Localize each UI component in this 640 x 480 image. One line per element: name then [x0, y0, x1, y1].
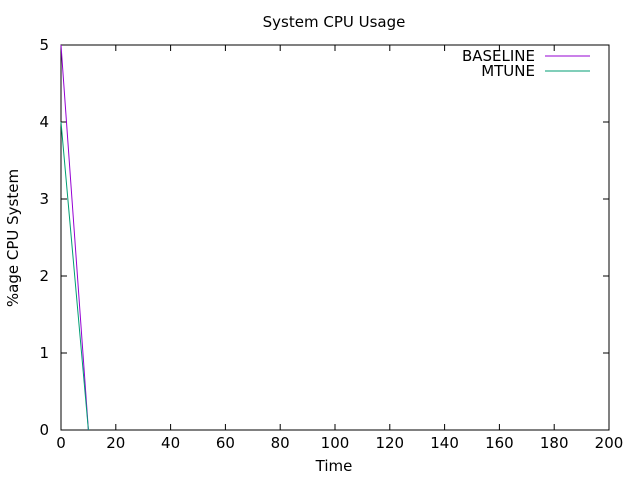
y-tick-label: 3 [39, 190, 49, 208]
y-tick-label: 2 [39, 267, 49, 285]
x-tick-label: 0 [56, 434, 66, 452]
y-tick-label: 4 [39, 113, 49, 131]
series-line-mtune [60, 121, 89, 431]
series-line-baseline [60, 44, 89, 431]
x-tick-label: 60 [216, 434, 235, 452]
x-tick-label: 180 [540, 434, 569, 452]
axis-ticks [60, 44, 610, 431]
x-tick-label: 40 [161, 434, 180, 452]
plot-area-frame [60, 44, 610, 431]
y-tick-label: 0 [39, 421, 49, 439]
y-axis-label: %age CPU System [4, 169, 22, 307]
axis-tick-labels: 0 20 40 60 80 100 120 140 160 180 200 0 1 2 3 4 5 [39, 36, 623, 452]
legend-label-baseline: BASELINE [462, 47, 535, 65]
chart-title: System CPU Usage [263, 13, 406, 31]
x-tick-label: 80 [271, 434, 290, 452]
x-tick-label: 200 [595, 434, 624, 452]
x-tick-label: 20 [106, 434, 125, 452]
y-tick-label: 1 [39, 344, 49, 362]
x-tick-label: 140 [430, 434, 459, 452]
legend-label-mtune: MTUNE [481, 62, 535, 80]
x-tick-label: 100 [321, 434, 350, 452]
x-tick-label: 120 [375, 434, 404, 452]
x-tick-label: 160 [485, 434, 514, 452]
y-tick-label: 5 [39, 36, 49, 54]
series-lines [60, 44, 89, 431]
x-axis-label: Time [315, 457, 353, 475]
